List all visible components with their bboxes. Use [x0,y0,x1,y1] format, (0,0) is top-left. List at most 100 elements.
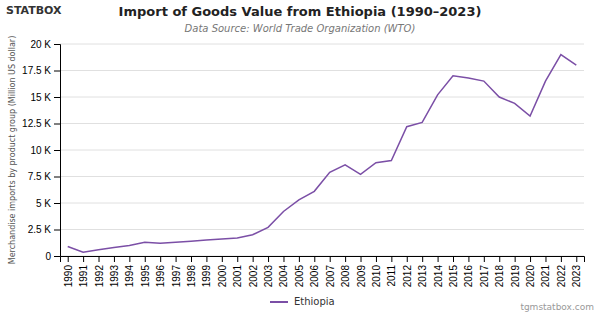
y-axis-title: Merchandise imports by product group (Mi… [8,36,17,265]
tick: 2019 [510,256,521,287]
tick-mark [54,44,60,45]
tick-mark [515,256,516,262]
tick-label: 17.5 K [22,65,51,76]
tick-label: 15 K [30,92,51,103]
tick-label: 2012 [402,265,413,288]
legend-item: Ethiopia [270,296,335,307]
tick-label: 2022 [556,265,567,288]
logo: STATBOX [6,4,62,17]
tick: 20 K [30,39,60,50]
tick-label: 1997 [171,265,182,288]
grid-line [60,229,584,230]
tick-mark [576,256,577,262]
tick: 2002 [248,256,259,287]
tick-mark [484,256,485,262]
tick-mark [468,256,469,262]
data [68,55,577,253]
tick-label: 2021 [540,265,551,288]
watermark: tgmstatbox.com [520,302,594,312]
tick-label: 2001 [232,265,243,288]
tick-mark [54,71,60,72]
tick-mark [561,256,562,262]
plot: 02.5 K5 K7.5 K10 K12.5 K15 K17.5 K20 K19… [22,39,584,288]
tick-mark [391,256,392,262]
tick: 1998 [186,256,197,287]
tick-label: 2008 [340,265,351,288]
tick-label: 2009 [356,265,367,288]
tick: 1992 [94,256,105,287]
tick: 2020 [525,256,536,287]
tick: 2023 [571,256,582,287]
tick: 1990 [63,256,74,287]
grid-line [60,150,584,151]
tick: 2009 [356,256,367,287]
tick: 2008 [340,256,351,287]
tick: 1995 [140,256,151,287]
tick-mark [453,256,454,262]
tick-mark [438,256,439,262]
tick-mark [54,177,60,178]
tick-mark [54,150,60,151]
tick-mark [145,256,146,262]
tick: 15 K [30,92,60,103]
tick-label: 1993 [109,265,120,288]
tick: 2012 [402,256,413,287]
tick: 2010 [371,256,382,287]
tick-label: 10 K [30,145,51,156]
grid-line [60,176,584,177]
tick: 10 K [30,145,60,156]
tick-mark [54,256,60,257]
tick-label: 1995 [140,265,151,288]
tick-label: 2003 [263,265,274,288]
title: Import of Goods Value from Ethiopia (199… [119,4,482,19]
tick-label: 2019 [510,265,521,288]
tick-label: 2014 [433,265,444,288]
tick: 2.5 K [28,224,60,235]
tick-mark [191,256,192,262]
tick: 1993 [109,256,120,287]
tick-label: 2006 [309,265,320,288]
tick-label: 2017 [479,265,490,288]
tick-mark [68,256,69,262]
y-axis: 02.5 K5 K7.5 K10 K12.5 K15 K17.5 K20 K [22,39,60,262]
tick-mark [54,230,60,231]
axis-domain [54,45,61,257]
tick-label: 2020 [525,265,536,288]
tick: 2018 [494,256,505,287]
tick-mark [499,256,500,262]
tick: 2013 [417,256,428,287]
tick-label: 2013 [417,265,428,288]
tick-label: 2011 [386,265,397,287]
tick-mark [253,256,254,262]
tick: 2003 [263,256,274,287]
tick: 2005 [294,256,305,287]
tick-mark [222,256,223,262]
tick: 17.5 K [22,65,60,76]
tick-mark [545,256,546,262]
tick-mark [345,256,346,262]
tick-mark [422,256,423,262]
tick: 2001 [232,256,243,287]
tick: 1994 [124,256,135,287]
tick-label: 5 K [36,198,51,209]
tick-label: 1999 [201,265,212,288]
x-axis: 1990199119921993199419951996199719981999… [61,256,585,287]
tick: 2007 [325,256,336,287]
tick-label: 2000 [217,265,228,288]
tick-mark [129,256,130,262]
tick: 12.5 K [22,118,60,129]
tick: 2015 [448,256,459,287]
tick-label: 2005 [294,265,305,288]
tick-mark [314,256,315,262]
tick-mark [330,256,331,262]
tick-label: 1990 [63,265,74,288]
tick-label: 12.5 K [22,118,51,129]
tick: 0 [45,251,60,262]
tick-label: 1994 [124,265,135,288]
subtitle: Data Source: World Trade Organization (W… [185,23,416,34]
grid [60,44,584,256]
line [68,55,577,253]
tick-mark [99,256,100,262]
tick-label: 0 [45,251,51,262]
tick-label: 1996 [155,265,166,288]
